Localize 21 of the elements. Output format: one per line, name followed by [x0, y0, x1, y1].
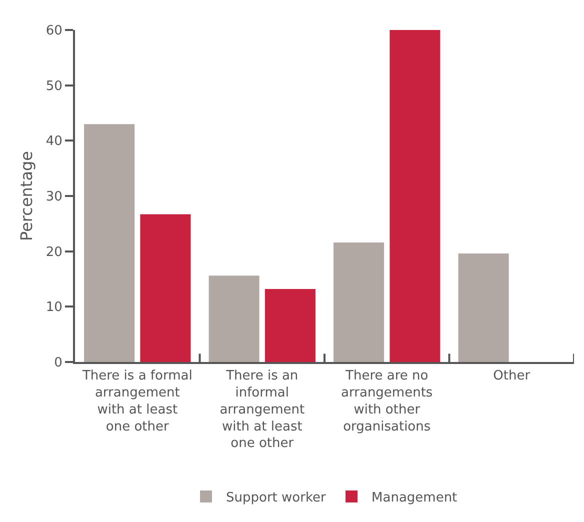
x-tick-label: There is an informal arrangement with at least one other — [220, 368, 305, 452]
y-tick-label: 40 — [46, 134, 62, 150]
x-tick-label: There are no arrangements with other organisations — [341, 368, 433, 434]
bar — [334, 242, 384, 362]
legend-label: Support worker — [226, 490, 327, 506]
x-tick-label: Other — [493, 368, 531, 384]
bar — [84, 124, 135, 362]
bar — [208, 276, 260, 362]
y-tick-label: 0 — [54, 356, 62, 371]
x-tick-label: There is a formal arrangement with at least one other — [81, 368, 192, 434]
y-tick-label: 60 — [46, 24, 62, 39]
bar — [390, 30, 440, 362]
bar — [458, 254, 509, 362]
y-tick-label: 30 — [46, 190, 62, 205]
y-tick-label: 50 — [46, 78, 62, 94]
legend-label: Management — [372, 490, 458, 506]
bar — [140, 214, 191, 362]
y-tick-label: 10 — [46, 300, 62, 316]
y-axis-title: Percentage — [17, 150, 36, 242]
bar — [264, 288, 316, 362]
y-tick-label: 20 — [46, 244, 62, 260]
